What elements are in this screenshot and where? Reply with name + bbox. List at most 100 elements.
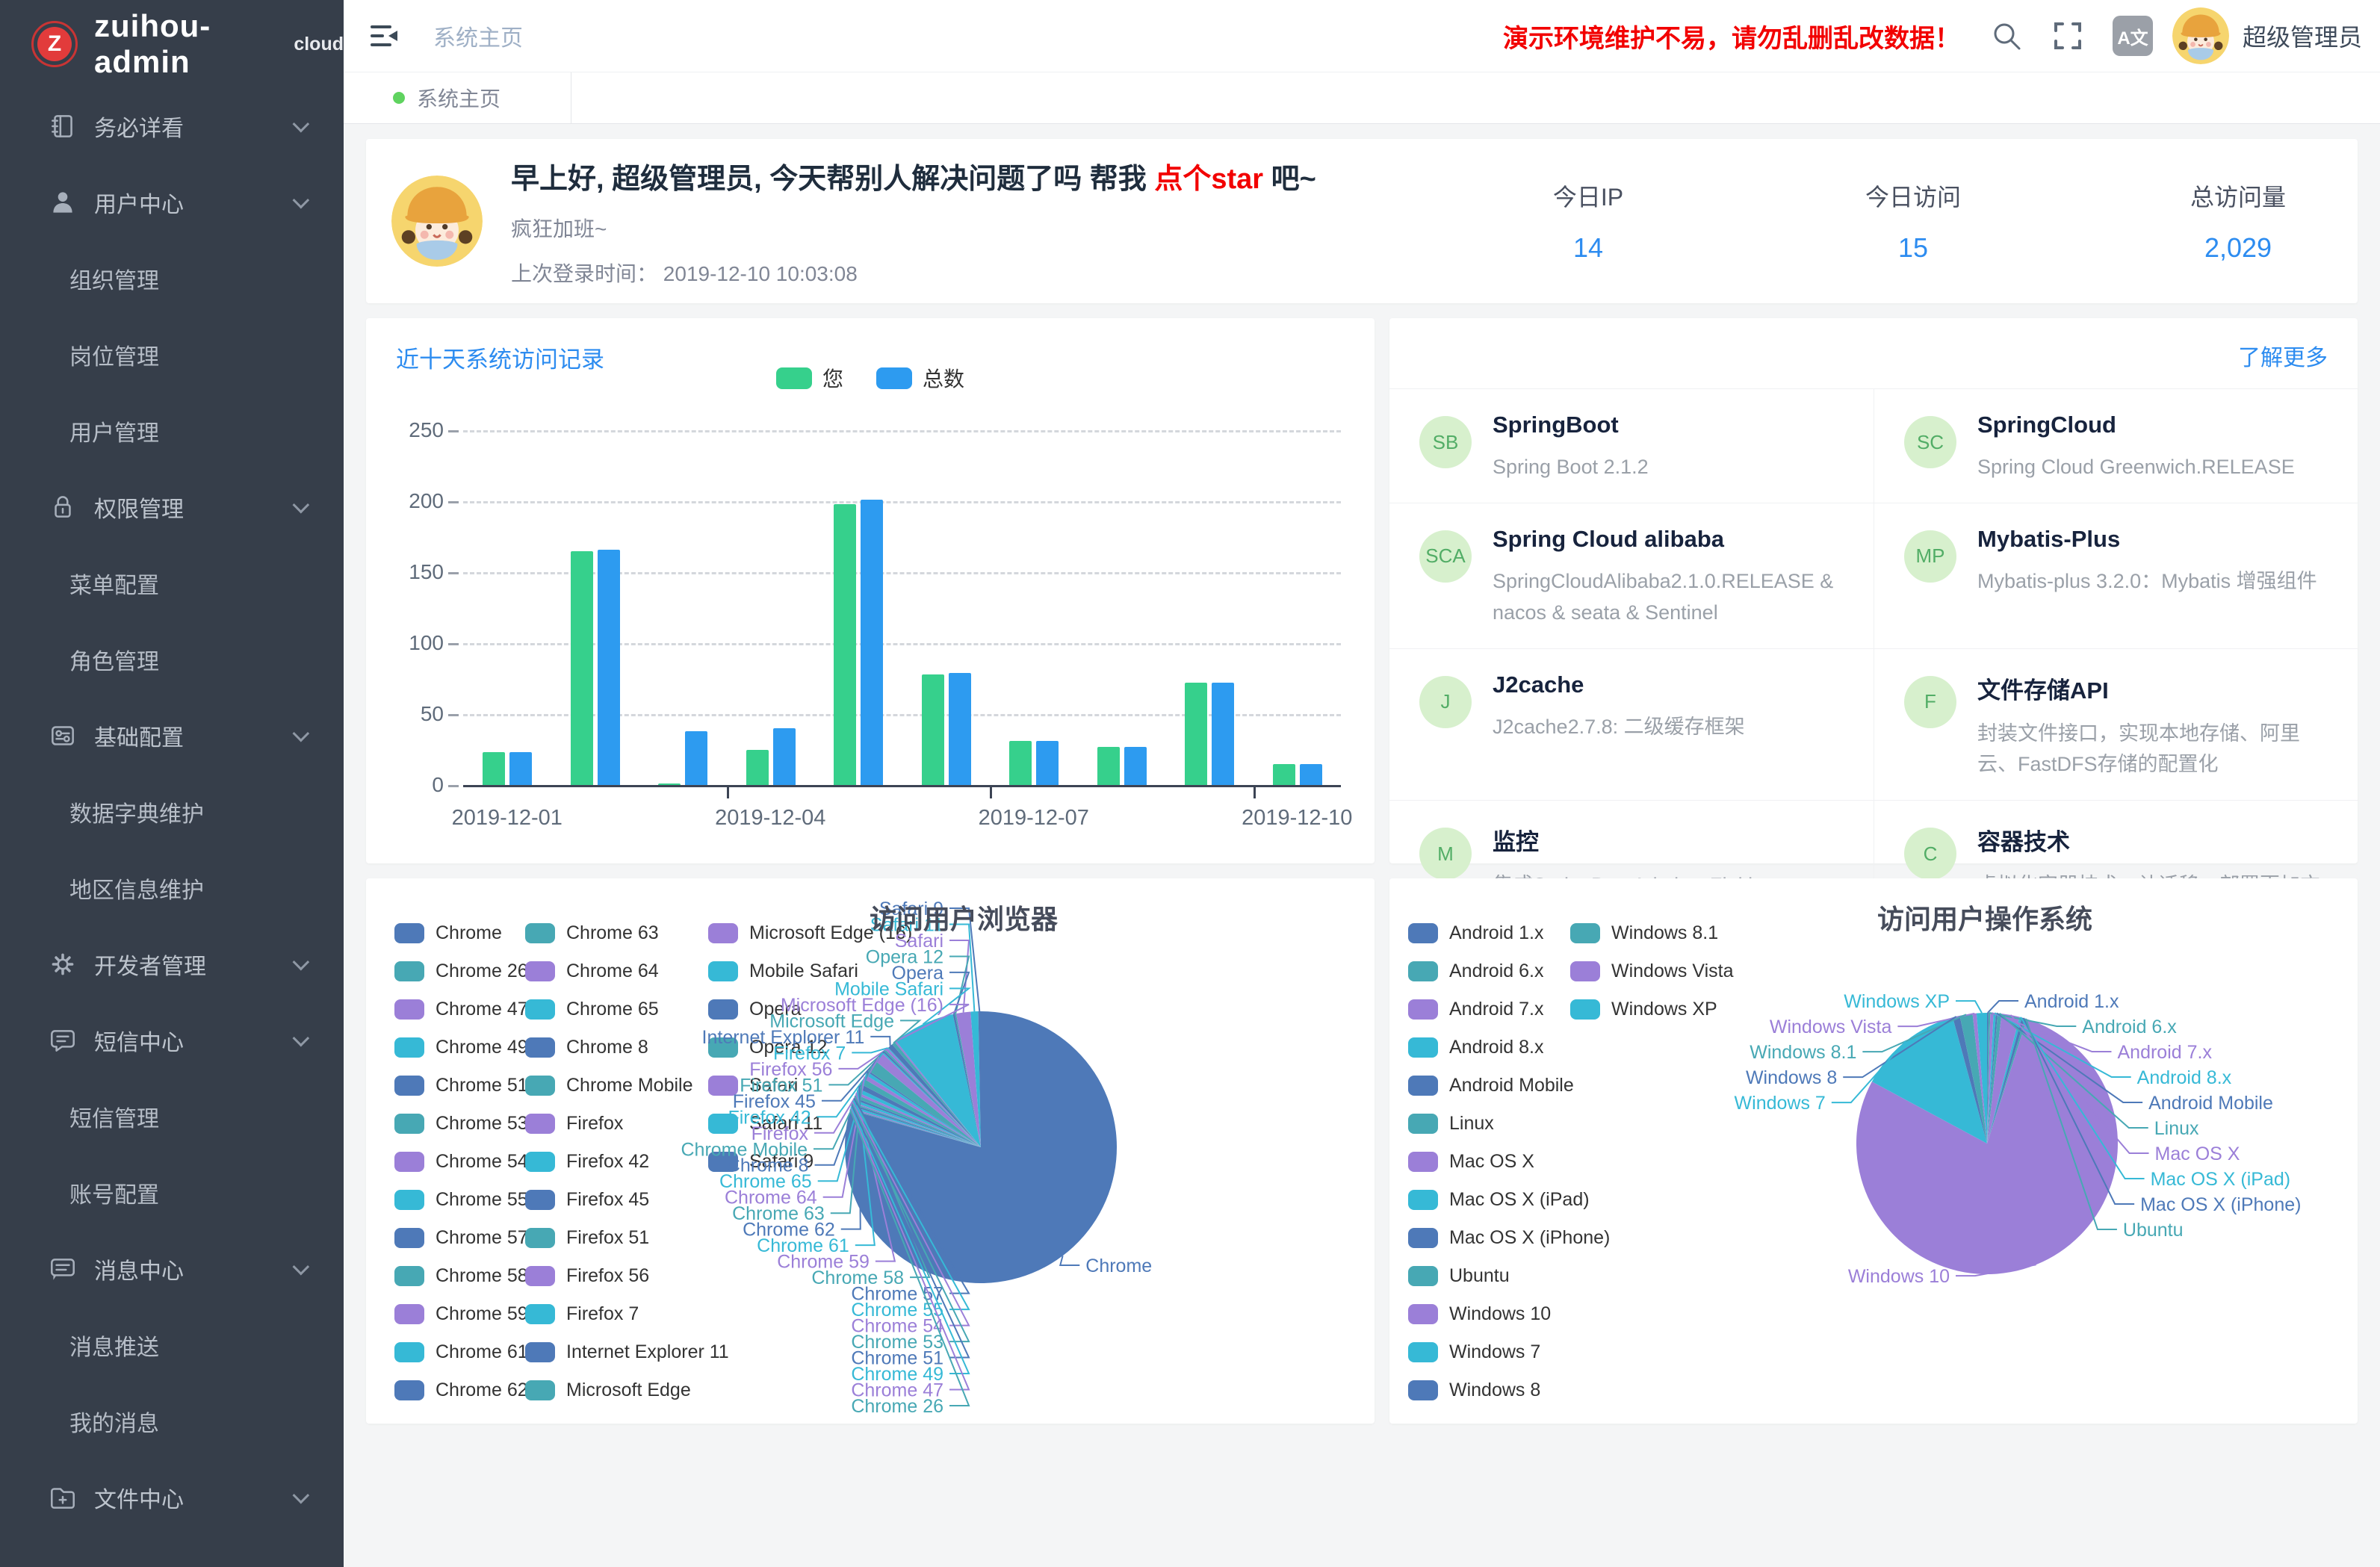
- legend-item[interactable]: Mobile Safari: [708, 952, 940, 990]
- pie-slice[interactable]: [1987, 1013, 1990, 1144]
- pie-slice[interactable]: [952, 1014, 981, 1147]
- sidebar-subitem[interactable]: 用户管理: [0, 393, 344, 469]
- legend-item[interactable]: Chrome 65: [525, 990, 708, 1028]
- pie-slice[interactable]: [1987, 1013, 1996, 1144]
- legend-item[interactable]: Windows 8.1: [1570, 914, 1757, 952]
- bar[interactable]: [1124, 747, 1147, 785]
- legend-item[interactable]: Mac OS X (iPad): [1408, 1181, 1570, 1219]
- legend-item[interactable]: Chrome 49: [394, 1028, 525, 1067]
- star-link[interactable]: 点个star: [1154, 164, 1263, 195]
- legend-item[interactable]: Windows 10: [1408, 1295, 1570, 1333]
- legend-item[interactable]: Chrome 8: [525, 1028, 708, 1067]
- legend-item[interactable]: Safari: [708, 1067, 940, 1105]
- legend-item[interactable]: Windows 8: [1408, 1371, 1570, 1409]
- legend-item[interactable]: Chrome 53: [394, 1105, 525, 1143]
- pie-slice[interactable]: [1987, 1013, 1994, 1144]
- legend-item[interactable]: Chrome 61: [394, 1333, 525, 1371]
- bar[interactable]: [834, 504, 856, 785]
- legend-item[interactable]: Microsoft Edge: [525, 1371, 708, 1409]
- sidebar-subitem[interactable]: 菜单配置: [0, 545, 344, 621]
- sidebar-item[interactable]: 文件中心: [0, 1459, 344, 1536]
- legend-item[interactable]: Firefox 45: [525, 1181, 708, 1219]
- legend-item[interactable]: Chrome Mobile: [525, 1067, 708, 1105]
- sidebar-item[interactable]: 用户中心: [0, 164, 344, 241]
- legend-item[interactable]: Firefox 7: [525, 1295, 708, 1333]
- sidebar-subitem[interactable]: 消息推送: [0, 1307, 344, 1383]
- bar[interactable]: [1185, 683, 1207, 785]
- bar[interactable]: [658, 784, 681, 785]
- legend-item[interactable]: Chrome 55: [394, 1181, 525, 1219]
- sidebar-subitem[interactable]: 我的消息: [0, 1383, 344, 1459]
- legend-item[interactable]: Windows XP: [1570, 990, 1757, 1028]
- pie-slice[interactable]: [1987, 1013, 1998, 1144]
- sidebar-subitem[interactable]: 岗位管理: [0, 317, 344, 393]
- pie-slice[interactable]: [1987, 1019, 2027, 1144]
- legend-item[interactable]: Chrome 63: [525, 914, 708, 952]
- legend-item[interactable]: Chrome 51: [394, 1067, 525, 1105]
- legend-item[interactable]: Opera: [708, 990, 940, 1028]
- sidebar-item[interactable]: 消息中心: [0, 1231, 344, 1307]
- legend-item[interactable]: Opera 12: [708, 1028, 940, 1067]
- bar[interactable]: [685, 731, 707, 785]
- bar[interactable]: [746, 750, 769, 786]
- legend-item[interactable]: Chrome 54: [394, 1143, 525, 1181]
- sidebar-item[interactable]: 基础配置: [0, 698, 344, 774]
- legend-item[interactable]: Chrome: [394, 914, 525, 952]
- legend-item[interactable]: Safari 11: [708, 1105, 940, 1143]
- legend-item[interactable]: Android 6.x: [1408, 952, 1570, 990]
- bar[interactable]: [949, 673, 971, 785]
- pie-slice[interactable]: [970, 1011, 981, 1147]
- pie-slice[interactable]: [1973, 1014, 1987, 1144]
- bar[interactable]: [1097, 747, 1120, 785]
- legend-item[interactable]: Chrome 47: [394, 990, 525, 1028]
- pie-slice[interactable]: [979, 1011, 981, 1147]
- bar[interactable]: [509, 752, 532, 785]
- bar[interactable]: [861, 500, 883, 785]
- pie-slice[interactable]: [1987, 1017, 2025, 1144]
- learn-more-link[interactable]: 了解更多: [2238, 339, 2328, 372]
- legend-item[interactable]: Android Mobile: [1408, 1067, 1570, 1105]
- sidebar-subitem[interactable]: 角色管理: [0, 621, 344, 698]
- bar[interactable]: [773, 728, 796, 785]
- legend-item[interactable]: 总数: [876, 363, 964, 393]
- legend-item[interactable]: Android 1.x: [1408, 914, 1570, 952]
- legend-item[interactable]: Microsoft Edge (16): [708, 914, 940, 952]
- fullscreen-icon[interactable]: [2051, 19, 2084, 52]
- pie-slice[interactable]: [1959, 1014, 1987, 1144]
- sidebar-item[interactable]: 务必详看: [0, 88, 344, 164]
- pie-slice[interactable]: [1987, 1017, 2022, 1144]
- legend-item[interactable]: Firefox 56: [525, 1257, 708, 1295]
- legend-item[interactable]: Mac OS X: [1408, 1143, 1570, 1181]
- sidebar-subitem[interactable]: 短信管理: [0, 1079, 344, 1155]
- sidebar-subitem[interactable]: 地区信息维护: [0, 850, 344, 926]
- legend-item[interactable]: Linux: [1408, 1105, 1570, 1143]
- sidebar-subitem[interactable]: 组织管理: [0, 241, 344, 317]
- tab-system-home[interactable]: 系统主页: [344, 72, 571, 123]
- pie-slice[interactable]: [955, 1014, 981, 1147]
- app-logo[interactable]: Z zuihou-admin cloud: [0, 0, 344, 75]
- legend-item[interactable]: Chrome 26: [394, 952, 525, 990]
- sidebar-item[interactable]: 短信中心: [0, 1002, 344, 1079]
- bar[interactable]: [598, 550, 620, 785]
- legend-item[interactable]: Safari 9: [708, 1143, 940, 1181]
- sidebar-item[interactable]: 权限管理: [0, 469, 344, 545]
- legend-item[interactable]: Chrome 64: [525, 952, 708, 990]
- legend-item[interactable]: Chrome 62: [394, 1371, 525, 1409]
- sidebar-subitem[interactable]: 账号配置: [0, 1155, 344, 1231]
- legend-item[interactable]: Firefox: [525, 1105, 708, 1143]
- legend-item[interactable]: 您: [776, 363, 843, 393]
- pie-slice[interactable]: [1987, 1014, 2019, 1144]
- legend-item[interactable]: Android 7.x: [1408, 990, 1570, 1028]
- user-avatar[interactable]: [2172, 7, 2229, 64]
- pie-slice[interactable]: [956, 1012, 981, 1147]
- legend-item[interactable]: Firefox 42: [525, 1143, 708, 1181]
- bar[interactable]: [1009, 741, 1032, 785]
- bar[interactable]: [922, 674, 944, 785]
- pie-slice[interactable]: [1872, 1017, 1987, 1144]
- legend-item[interactable]: Internet Explorer 11: [525, 1333, 708, 1371]
- legend-item[interactable]: Chrome 57: [394, 1219, 525, 1257]
- legend-item[interactable]: Windows Vista: [1570, 952, 1757, 990]
- pie-slice[interactable]: [1987, 1014, 2001, 1144]
- bar[interactable]: [1300, 764, 1322, 786]
- sidebar-item[interactable]: 开发者管理: [0, 926, 344, 1002]
